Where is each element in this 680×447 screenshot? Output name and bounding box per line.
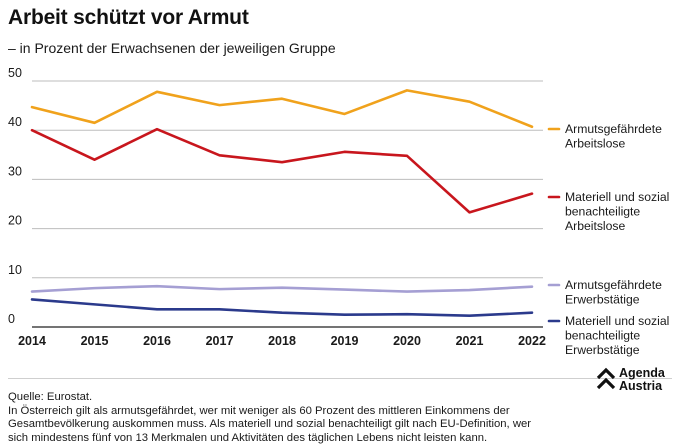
x-tick-label: 2017 [206, 334, 234, 348]
chevron-logo-icon [596, 367, 616, 390]
x-tick-label: 2021 [456, 334, 484, 348]
series-lines [30, 89, 534, 317]
y-tick-label: 0 [8, 312, 15, 326]
legend-label: Arbeitslose [565, 219, 626, 233]
x-tick-label: 2020 [393, 334, 421, 348]
y-tick-label: 50 [8, 66, 22, 80]
agenda-austria-logo: Agenda Austria [596, 366, 676, 396]
logo-wordmark: Agenda Austria [619, 366, 665, 393]
note-line: Gesamtbevölkerung auskommen muss. Als ma… [8, 418, 532, 431]
x-tick-label: 2016 [143, 334, 171, 348]
gridlines [32, 80, 543, 328]
x-tick-label: 2014 [18, 334, 46, 348]
legend-label: benachteiligte [565, 329, 640, 343]
x-tick-label: 2019 [331, 334, 359, 348]
chart-subtitle: – in Prozent der Erwachsenen der jeweili… [8, 40, 336, 56]
source-line: Quelle: Eurostat. [8, 391, 93, 403]
series-line [30, 127, 534, 214]
legend-label: Armutsgefährdete [565, 122, 662, 136]
legend-label: Erwerbstätige [565, 343, 640, 357]
y-axis-tick-labels: 0 10 20 30 40 50 [8, 66, 22, 326]
legend-label: Materiell und sozial [565, 314, 669, 328]
note-line: sich mindestens fünf von 13 Merkmalen un… [8, 431, 488, 444]
legend-label: Erwerbstätige [565, 293, 640, 307]
series-line [30, 298, 534, 317]
x-axis-tick-labels: 2014 2015 2016 2017 2018 2019 2020 2021 2022 [18, 334, 546, 348]
legend-label: Armutsgefährdete [565, 278, 662, 292]
note-line: In Österreich gilt als armutsgefährdet, … [8, 404, 510, 417]
line-chart: 0 10 20 30 40 50 2014 2015 2016 2017 2018 2019 2020… [8, 66, 669, 357]
legend-label: Arbeitslose [565, 137, 626, 151]
x-tick-label: 2018 [268, 334, 296, 348]
legend-label: Materiell und sozial [565, 190, 669, 204]
x-tick-label: 2022 [518, 334, 546, 348]
y-tick-label: 10 [8, 263, 22, 277]
y-tick-label: 20 [8, 214, 22, 228]
series-line [30, 89, 534, 129]
series-line [30, 284, 534, 293]
source-notes: Quelle: Eurostat. In Österreich gilt als… [8, 391, 608, 445]
y-tick-label: 40 [8, 115, 22, 129]
legend-label: benachteiligte [565, 205, 640, 219]
y-tick-label: 30 [8, 164, 22, 178]
chart-title: Arbeit schützt vor Armut [8, 6, 249, 29]
footer-divider [8, 378, 672, 379]
x-tick-label: 2015 [81, 334, 109, 348]
